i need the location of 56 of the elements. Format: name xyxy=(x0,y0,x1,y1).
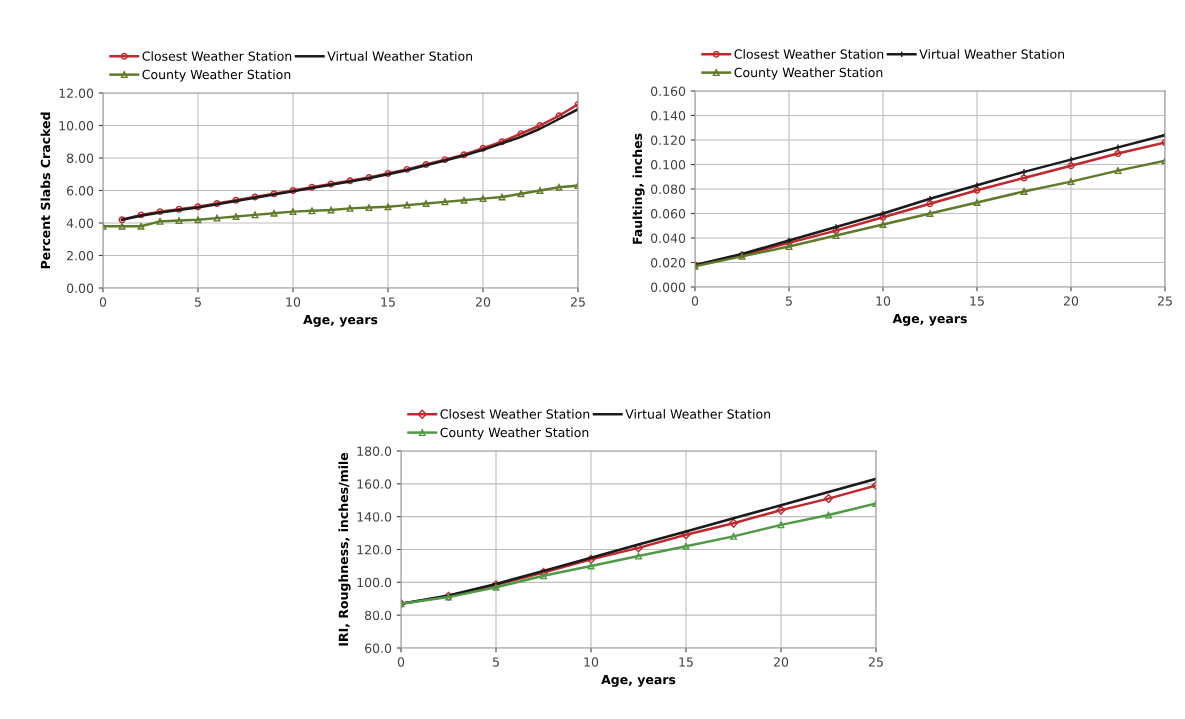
x-tick-label: 25 xyxy=(868,657,883,667)
legend-label: Virtual Weather Station xyxy=(919,49,1065,59)
legend-label: Virtual Weather Station xyxy=(625,409,771,419)
y-tick-label: 0.060 xyxy=(651,208,686,219)
y-tick-label: 180.0 xyxy=(357,446,392,456)
x-tick-label: 20 xyxy=(773,657,789,667)
y-tick-label: 0.100 xyxy=(651,159,686,170)
x-tick-label: 5 xyxy=(785,296,792,306)
y-tick-label: 0.040 xyxy=(651,233,686,243)
legend-label: Closest Weather Station xyxy=(142,51,292,61)
x-tick-label: 0 xyxy=(691,296,699,306)
legend-label: Closest Weather Station xyxy=(734,49,884,59)
legend-label: County Weather Station xyxy=(734,67,883,80)
y-tick-label: 0.080 xyxy=(651,184,686,194)
legend-label: County Weather Station xyxy=(142,69,291,82)
y-tick-label: 0.120 xyxy=(651,135,686,145)
y-tick-label: 12.00 xyxy=(59,88,94,98)
x-axis-title: Age, years xyxy=(892,313,967,326)
y-tick-label: 4.00 xyxy=(66,218,94,228)
y-tick-label: 60.0 xyxy=(365,643,392,653)
y-tick-label: 0.00 xyxy=(66,283,94,293)
y-tick-label: 0.020 xyxy=(651,257,686,268)
y-tick-label: 160.0 xyxy=(357,479,392,489)
x-tick-label: 20 xyxy=(475,297,491,307)
y-tick-label: 2.00 xyxy=(67,250,94,261)
x-tick-label: 0 xyxy=(397,657,405,667)
y-tick-label: 6.00 xyxy=(67,185,94,196)
x-tick-label: 20 xyxy=(1063,296,1079,306)
legend-label: County Weather Station xyxy=(440,427,589,440)
y-tick-label: 10.00 xyxy=(59,120,94,131)
x-tick-label: 5 xyxy=(194,297,201,307)
x-tick-label: 5 xyxy=(492,657,499,667)
x-tick-label: 10 xyxy=(286,297,301,307)
y-tick-label: 8.00 xyxy=(66,153,94,163)
x-axis-title: Age, years xyxy=(303,314,378,327)
y-axis-title: Faulting, inches xyxy=(632,133,645,244)
y-tick-label: 80.0 xyxy=(364,610,392,621)
x-axis-title: Age, years xyxy=(601,674,676,687)
x-tick-label: 0 xyxy=(99,297,107,307)
x-tick-label: 15 xyxy=(970,296,984,306)
y-tick-label: 0.160 xyxy=(651,86,686,96)
x-tick-label: 15 xyxy=(679,657,693,667)
x-tick-label: 15 xyxy=(381,297,395,307)
y-tick-label: 0.140 xyxy=(651,110,686,121)
legend-label: Virtual Weather Station xyxy=(327,51,473,61)
x-tick-label: 25 xyxy=(570,297,585,307)
y-axis-title: IRI, Roughness, inches/mile xyxy=(338,452,351,646)
y-tick-label: 120.0 xyxy=(357,544,392,555)
y-tick-label: 0.000 xyxy=(651,282,686,292)
x-tick-label: 10 xyxy=(584,657,599,667)
x-tick-label: 10 xyxy=(876,296,891,306)
y-tick-label: 140.0 xyxy=(357,512,392,522)
x-tick-label: 25 xyxy=(1157,296,1172,306)
y-tick-label: 100.0 xyxy=(357,577,392,588)
legend-label: Closest Weather Station xyxy=(440,409,590,419)
y-axis-title: Percent Slabs Cracked xyxy=(40,112,51,269)
